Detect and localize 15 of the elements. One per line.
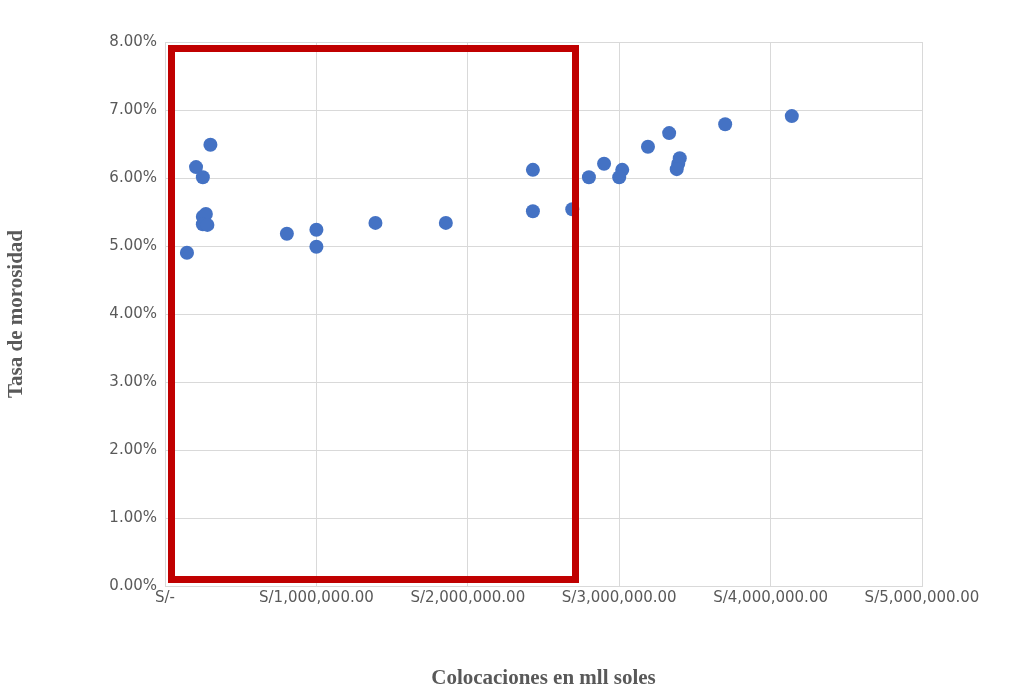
y-tick-label: 1.00% (109, 507, 157, 526)
y-tick-label: 7.00% (109, 99, 157, 118)
y-axis-title: Tasa de morosidad (3, 229, 28, 399)
y-tick-label: 4.00% (109, 303, 157, 322)
x-tick-label: S/4,000,000.00 (713, 587, 828, 606)
y-tick-label: 8.00% (109, 31, 157, 50)
x-tick-label: S/3,000,000.00 (561, 587, 677, 606)
x-tick-label: S/2,000,000.00 (410, 587, 526, 606)
y-tick-label: 5.00% (109, 235, 157, 254)
y-tick-label: 3.00% (109, 371, 157, 390)
x-axis-title: Colocaciones en mll soles (431, 664, 656, 689)
x-tick-label: S/1,000,000.00 (259, 587, 374, 606)
y-tick-label: 2.00% (109, 439, 157, 458)
x-tick-label: S/5,000,000.00 (864, 587, 980, 606)
y-tick-label: 6.00% (109, 167, 157, 186)
